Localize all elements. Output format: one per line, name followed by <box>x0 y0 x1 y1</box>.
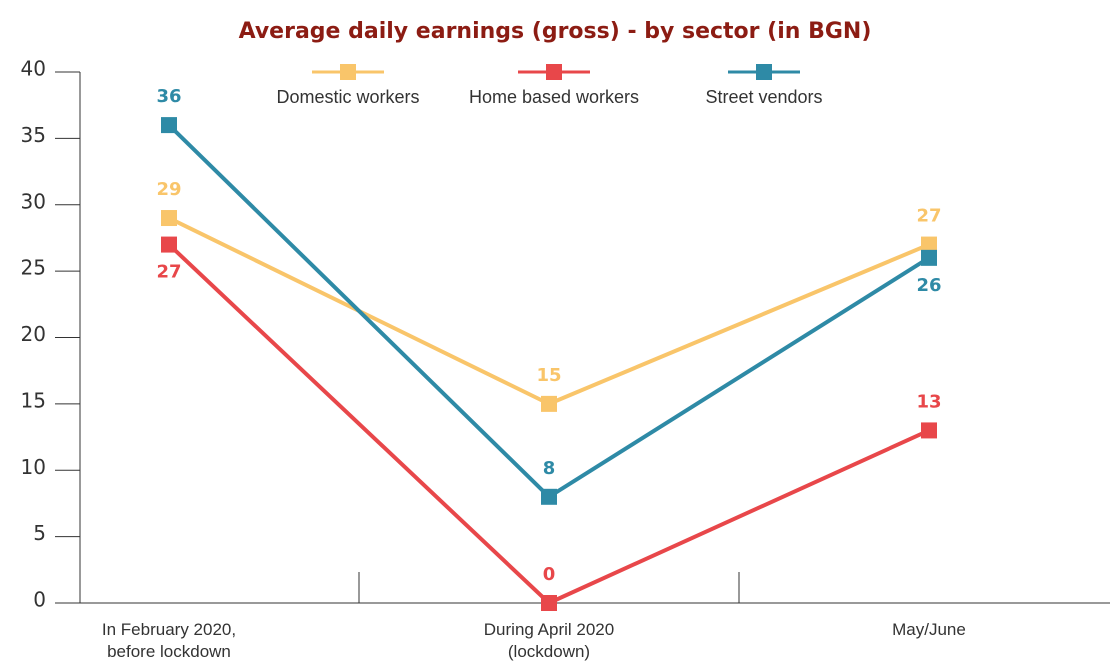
y-tick-label: 15 <box>21 388 46 412</box>
y-tick-label: 25 <box>21 256 46 280</box>
data-label: 8 <box>543 458 556 479</box>
legend-marker <box>546 64 562 80</box>
y-tick-label: 0 <box>33 588 46 612</box>
y-tick-label: 35 <box>21 123 46 147</box>
data-label: 27 <box>156 262 181 283</box>
data-point <box>541 488 557 505</box>
series-line <box>167 243 930 605</box>
data-label: 36 <box>156 86 181 107</box>
data-point <box>161 236 177 253</box>
data-point <box>161 117 177 134</box>
data-label: 27 <box>916 206 941 227</box>
y-tick-label: 10 <box>21 455 46 479</box>
data-point <box>161 210 177 227</box>
series-line <box>167 123 931 499</box>
legend-label: Domestic workers <box>276 87 419 107</box>
legend-label: Street vendors <box>705 87 822 107</box>
y-tick-label: 40 <box>21 57 46 81</box>
chart-title: Average daily earnings (gross) - by sect… <box>239 19 872 44</box>
legend-marker <box>756 64 772 80</box>
data-label: 13 <box>916 391 941 412</box>
y-tick-label: 5 <box>33 521 46 545</box>
data-label: 29 <box>156 179 181 200</box>
data-point <box>921 422 937 439</box>
data-point <box>921 249 937 266</box>
legend-label: Home based workers <box>469 87 639 107</box>
x-tick-label: During April 2020 (lockdown) <box>483 620 615 661</box>
data-point <box>541 395 557 412</box>
x-tick-label: In February 2020, before lockdown <box>101 620 237 661</box>
y-tick-label: 20 <box>21 322 46 346</box>
x-tick-label: May/June <box>892 620 966 639</box>
data-label: 26 <box>916 275 941 296</box>
data-point <box>921 236 937 253</box>
data-label: 0 <box>543 564 556 585</box>
data-point <box>541 595 557 611</box>
data-label: 15 <box>536 365 561 386</box>
y-tick-label: 30 <box>21 189 46 213</box>
legend-marker <box>340 64 356 80</box>
